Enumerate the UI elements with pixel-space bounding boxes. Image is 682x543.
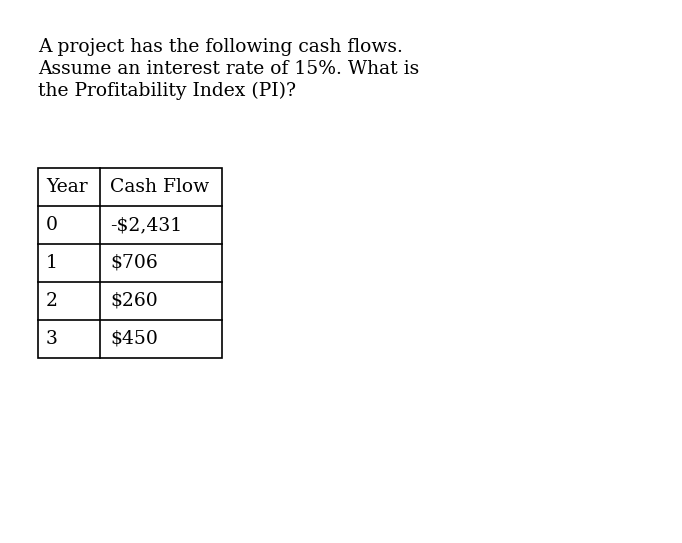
Text: 2: 2 [46,292,58,310]
Text: Assume an interest rate of 15%. What is: Assume an interest rate of 15%. What is [38,60,419,78]
Text: 0: 0 [46,216,58,234]
Text: 3: 3 [46,330,58,348]
Text: -$2,431: -$2,431 [110,216,182,234]
Text: 1: 1 [46,254,58,272]
Text: $450: $450 [110,330,158,348]
Bar [38,168,222,358]
Text: $260: $260 [110,292,158,310]
Text: A project has the following cash flows.: A project has the following cash flows. [38,38,403,56]
Text: the Profitability Index (PI)?: the Profitability Index (PI)? [38,82,296,100]
Text: Cash Flow: Cash Flow [110,178,209,196]
Text: $706: $706 [110,254,158,272]
Text: Year: Year [46,178,87,196]
